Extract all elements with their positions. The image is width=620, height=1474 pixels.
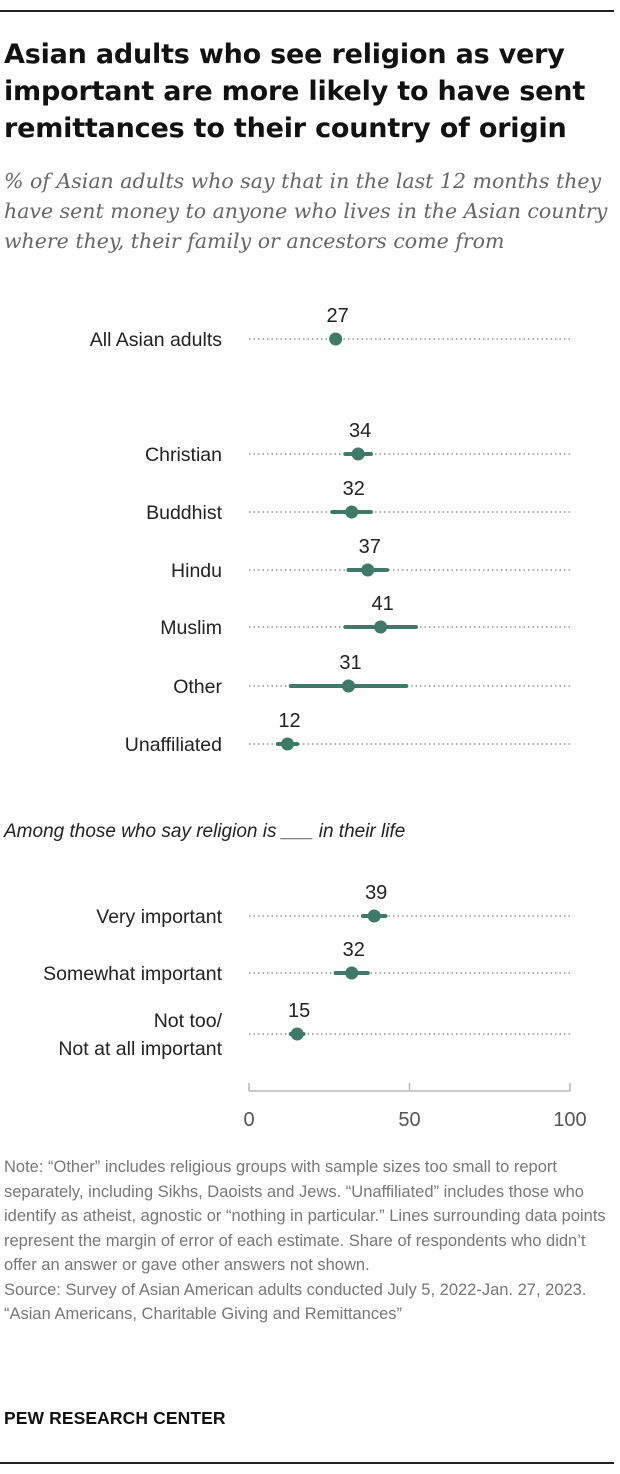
data-point [290, 1027, 304, 1041]
value-label: 34 [349, 420, 371, 442]
data-point [374, 620, 388, 634]
value-label: 27 [327, 305, 349, 327]
chart-subtitle: % of Asian adults who say that in the la… [4, 169, 608, 253]
value-label: 37 [359, 536, 381, 558]
value-label: 32 [343, 939, 365, 961]
section-label: Among those who say religion is ___ in t… [3, 821, 405, 842]
data-point [367, 909, 381, 923]
row-label: Buddhist [146, 502, 222, 524]
row-label: Not at all important [58, 1038, 222, 1060]
top-rule [0, 10, 614, 12]
row-label: Unaffiliated [125, 734, 222, 756]
row-label: Christian [145, 444, 222, 466]
x-tick-label: 100 [553, 1109, 586, 1131]
data-point [351, 447, 365, 461]
chart-title: Asian adults who see religion as very im… [4, 39, 586, 144]
chart-note: Note: “Other” includes religious groups … [4, 1158, 606, 1274]
data-point [361, 563, 375, 577]
chart-source: Source: Survey of Asian American adults … [4, 1280, 587, 1299]
data-point [342, 679, 356, 693]
value-label: 32 [343, 478, 365, 500]
chart-footer: Note: “Other” includes religious groups … [4, 1155, 616, 1327]
row-label: Muslim [160, 617, 222, 639]
data-point [281, 737, 295, 751]
x-tick-label: 50 [398, 1109, 420, 1131]
bottom-rule [0, 1462, 614, 1464]
x-tick-label: 0 [243, 1109, 254, 1131]
data-point [329, 332, 343, 346]
row-label: Not too/ [154, 1010, 223, 1032]
row-label: Very important [96, 906, 222, 928]
row-label: Other [173, 676, 222, 698]
report-title: “Asian Americans, Charitable Giving and … [4, 1305, 403, 1323]
data-point [345, 966, 359, 980]
value-label: 31 [339, 652, 361, 674]
row-label: Somewhat important [43, 963, 222, 985]
value-label: 39 [365, 882, 387, 904]
brand-logo-text: PEW RESEARCH CENTER [4, 1408, 226, 1428]
row-label: All Asian adults [90, 329, 222, 351]
value-label: 12 [278, 710, 300, 732]
value-label: 15 [288, 1000, 310, 1022]
data-point [345, 505, 359, 519]
dot-plot-chart: Among those who say religion is ___ in t… [3, 305, 587, 1131]
row-label: Hindu [171, 560, 222, 582]
value-label: 41 [371, 593, 393, 615]
